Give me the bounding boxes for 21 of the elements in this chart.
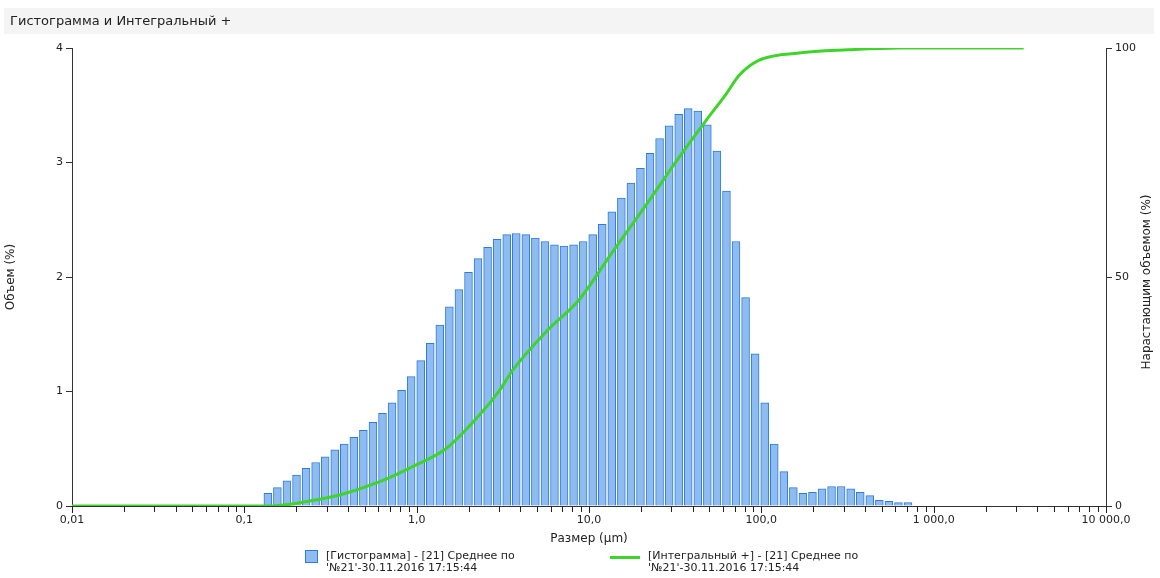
y-tick-label: 3 [56,155,63,169]
x-tick-label: 10,0 [576,513,602,527]
y2-tick-label: 0 [1115,498,1122,512]
y2-tick-label: 100 [1115,40,1136,54]
x-tick-label: 0,1 [235,513,254,527]
x-tick-label: 0,01 [59,513,85,527]
y-tick-label: 1 [56,384,63,398]
legend-label: [Интегральный +] - [21] Среднее по '№21'-30.11.2016 17:15:44 [648,549,860,574]
y2-tick-label: 50 [1115,269,1129,283]
x-tick-label: 1 000,0 [912,513,955,527]
x-axis-title: Размер (µm) [550,530,628,545]
chart-title: Гистограмма и Интегральный + [4,8,1154,34]
y2-axis-title: Нарастающим объемом (%) [1138,193,1154,372]
legend-label: [Гистограмма] - [21] Среднее по '№21'-30.11.2016 17:15:44 [326,549,516,574]
x-tick-label: 100,0 [745,513,778,527]
x-tick-label: 1,0 [407,513,426,527]
y-tick-label: 2 [56,269,63,283]
y-tick-label: 4 [56,40,63,54]
y-axis-title: Объем (%) [3,243,18,311]
y-tick-label: 0 [56,498,63,512]
x-tick-label: 10 000,0 [1081,513,1131,527]
